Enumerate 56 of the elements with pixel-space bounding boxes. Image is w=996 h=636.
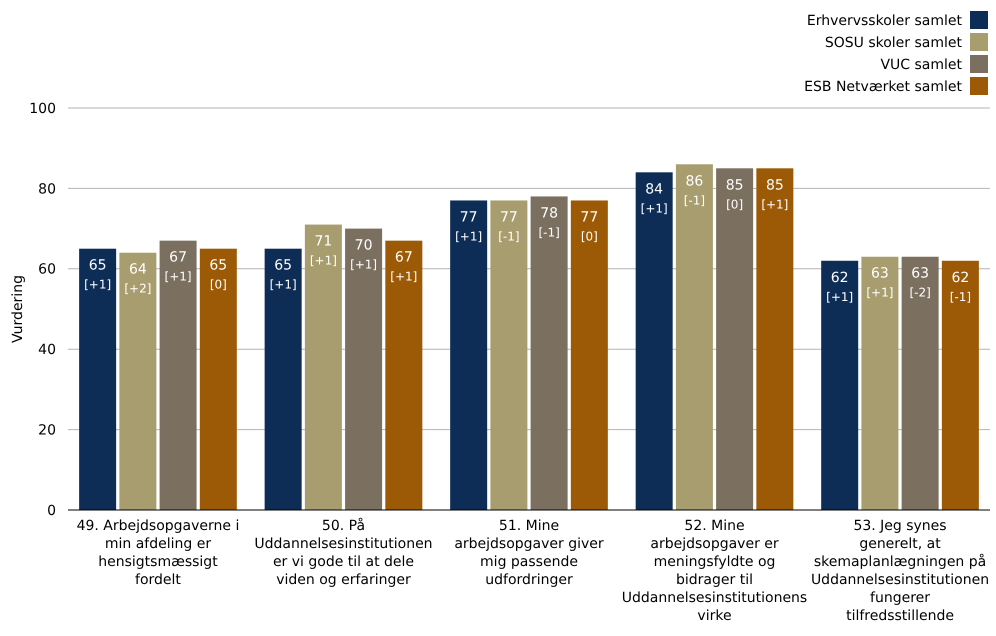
- data-label: 67 [+1]: [390, 250, 418, 284]
- x-tick-label: 51. Mine arbejdsopgaver giver mig passende udfordringer: [454, 518, 604, 588]
- y-axis-title: Vurdering: [10, 275, 26, 343]
- y-tick-label: 40: [38, 342, 56, 358]
- bar: [385, 240, 422, 510]
- data-label: 70 [+1]: [350, 238, 378, 272]
- bar: [716, 168, 754, 510]
- data-label: 71 [+1]: [310, 234, 337, 268]
- y-tick-label: 60: [38, 262, 56, 278]
- bar: [861, 256, 898, 510]
- bar: [119, 252, 156, 510]
- data-label: 67 [+1]: [164, 250, 192, 284]
- data-label: 85 [0]: [726, 177, 744, 212]
- bar: [79, 248, 116, 510]
- bar: [490, 200, 528, 510]
- data-label: 63 [-2]: [909, 266, 931, 300]
- bar: [756, 168, 794, 510]
- bar: [636, 172, 673, 510]
- data-label: 63 [+1]: [866, 266, 894, 300]
- data-label: 64 [+2]: [124, 262, 152, 296]
- data-label: 62 [-1]: [950, 270, 972, 304]
- bar: [160, 240, 197, 510]
- y-tick-label: 100: [29, 100, 56, 117]
- legend-label: ESB Netværket samlet: [804, 78, 962, 95]
- y-tick-label: 80: [38, 181, 56, 198]
- data-label: 77 [0]: [580, 209, 598, 244]
- bar: [821, 260, 858, 510]
- x-tick-label: 53. Jeg synes generelt, at skemaplanlægningen på Uddannelsesinstitutionen fungerer tilfredsstillende: [810, 518, 990, 624]
- data-label: 65 [0]: [209, 258, 228, 292]
- data-label: 62 [+1]: [826, 270, 854, 304]
- bar: [345, 228, 382, 510]
- y-tick-label: 20: [38, 422, 56, 438]
- data-label: 65 [+1]: [84, 258, 112, 292]
- x-tick-label: 52. Mine arbejdsopgaver er meningsfyldte og bidrager til Uddannelsesinstitutionens virke: [622, 518, 808, 624]
- data-label: 84 [+1]: [640, 181, 668, 216]
- legend-label: VUC samlet: [880, 56, 962, 73]
- bar: [304, 224, 342, 510]
- bar: [264, 248, 302, 510]
- data-label: 77 [+1]: [455, 209, 482, 244]
- x-tick-label: 49. Arbejdsopgaverne i min afdeling er hensigtsmæssigt fordelt: [76, 518, 240, 588]
- bar: [676, 164, 713, 510]
- bar: [902, 256, 939, 510]
- x-tick-label: 50. På Uddannelsesinstitutionen er vi gode til at dele viden og erfaringer: [254, 517, 433, 588]
- bar: [570, 200, 608, 510]
- bar: [942, 260, 979, 510]
- bar: [200, 248, 237, 510]
- bar: [530, 196, 568, 510]
- data-label: 86 [-1]: [684, 173, 706, 208]
- data-label: 77 [-1]: [498, 209, 520, 244]
- data-label: 78 [-1]: [538, 205, 560, 240]
- legend-label: Erhvervsskoler samlet: [806, 12, 962, 29]
- bar: [450, 200, 488, 510]
- y-tick-label: 0: [47, 502, 56, 519]
- data-label: 85 [+1]: [761, 177, 788, 212]
- data-label: 65 [+1]: [270, 258, 297, 292]
- legend-label: SOSU skoler samlet: [824, 34, 963, 51]
